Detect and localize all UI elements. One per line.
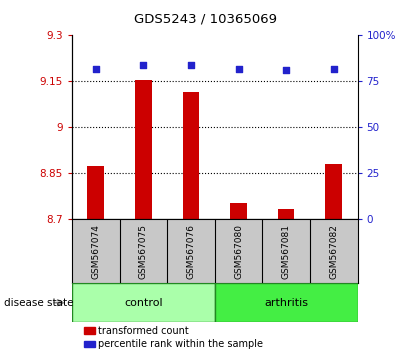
Text: GSM567076: GSM567076 bbox=[187, 224, 196, 279]
Text: GSM567081: GSM567081 bbox=[282, 224, 291, 279]
Point bbox=[235, 66, 242, 72]
Point bbox=[92, 66, 99, 72]
Bar bbox=[182, 92, 199, 219]
Text: arthritis: arthritis bbox=[264, 298, 308, 308]
Bar bbox=[72, 283, 215, 322]
Point bbox=[330, 66, 337, 72]
Point bbox=[140, 62, 147, 68]
Point bbox=[188, 62, 194, 68]
Text: GSM567082: GSM567082 bbox=[329, 224, 338, 279]
Text: GSM567074: GSM567074 bbox=[91, 224, 100, 279]
Bar bbox=[135, 80, 152, 219]
Text: transformed count: transformed count bbox=[98, 326, 189, 336]
Text: disease state: disease state bbox=[4, 298, 74, 308]
Bar bbox=[230, 202, 247, 219]
Bar bbox=[278, 209, 295, 219]
Bar bbox=[215, 283, 358, 322]
Text: percentile rank within the sample: percentile rank within the sample bbox=[98, 339, 263, 349]
Text: GSM567080: GSM567080 bbox=[234, 224, 243, 279]
Point bbox=[283, 68, 289, 73]
Bar bbox=[84, 327, 95, 334]
Text: GSM567075: GSM567075 bbox=[139, 224, 148, 279]
Bar bbox=[326, 164, 342, 219]
Bar bbox=[88, 166, 104, 219]
Text: GDS5243 / 10365069: GDS5243 / 10365069 bbox=[134, 12, 277, 25]
Bar bbox=[84, 341, 95, 347]
Text: control: control bbox=[124, 298, 163, 308]
